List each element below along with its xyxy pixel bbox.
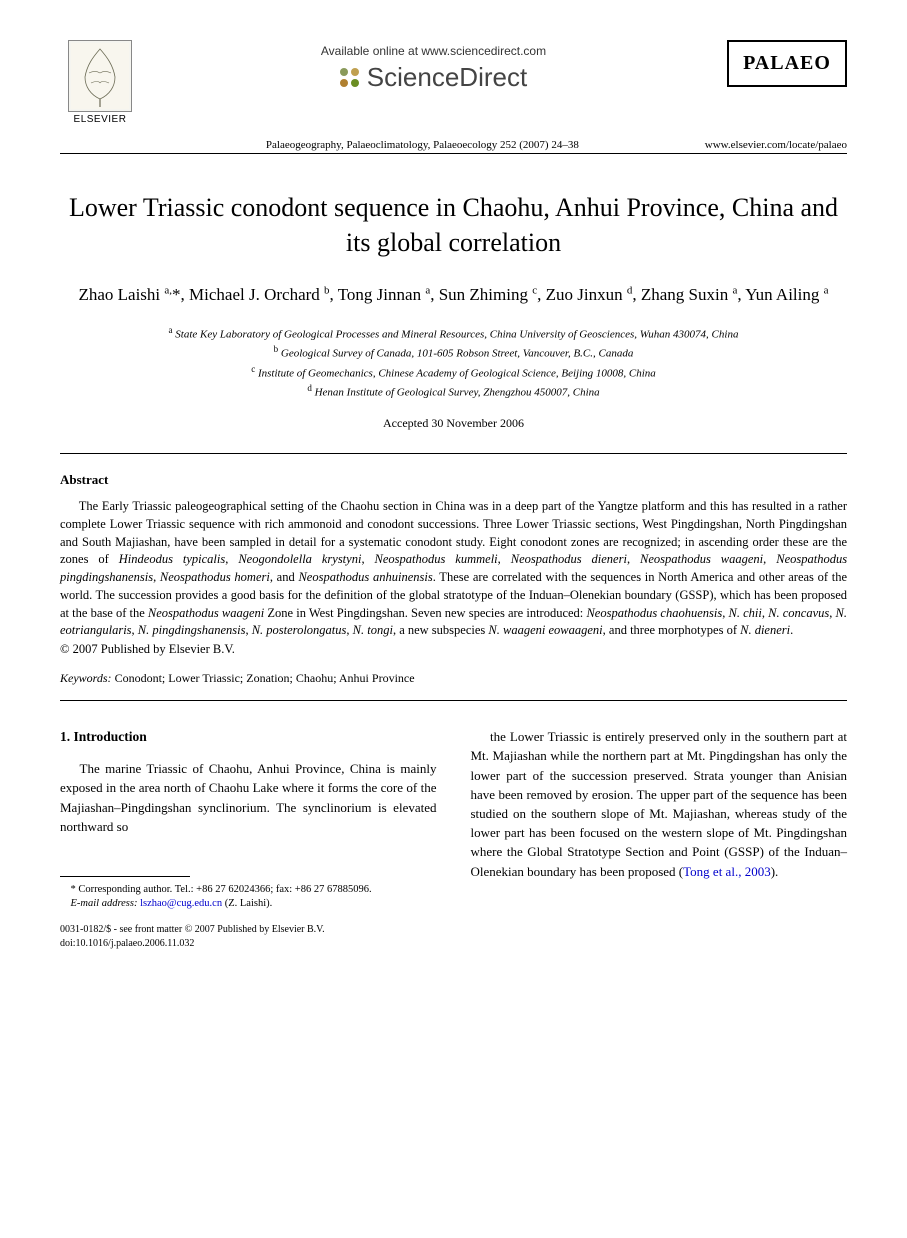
email-attrib: (Z. Laishi).: [225, 898, 273, 909]
email-footnote: E-mail address: lszhao@cug.edu.cn (Z. La…: [60, 897, 437, 911]
abstract-heading: Abstract: [60, 472, 847, 488]
intro-paragraph-right: the Lower Triassic is entirely preserved…: [471, 727, 848, 881]
affiliations: a State Key Laboratory of Geological Pro…: [60, 324, 847, 402]
email-label: E-mail address:: [71, 898, 138, 909]
column-left: 1. Introduction The marine Triassic of C…: [60, 727, 437, 950]
accepted-date: Accepted 30 November 2006: [60, 416, 847, 431]
citation-row: Palaeogeography, Palaeoclimatology, Pala…: [60, 139, 847, 151]
elsevier-logo-block: ELSEVIER: [60, 40, 140, 125]
citation-text: Palaeogeography, Palaeoclimatology, Pala…: [140, 139, 705, 151]
abstract-copyright: © 2007 Published by Elsevier B.V.: [60, 642, 847, 657]
affiliation-c: c Institute of Geomechanics, Chinese Aca…: [60, 363, 847, 383]
keywords-line: Keywords: Conodont; Lower Triassic; Zona…: [60, 671, 847, 686]
journal-badge-title: PALAEO: [739, 52, 835, 75]
affiliation-d: d Henan Institute of Geological Survey, …: [60, 382, 847, 402]
abstract-body: The Early Triassic paleogeographical set…: [60, 498, 847, 640]
header-rule: [60, 153, 847, 154]
available-online-text: Available online at www.sciencedirect.co…: [140, 44, 727, 58]
keywords-values: Conodont; Lower Triassic; Zonation; Chao…: [115, 671, 415, 685]
sciencedirect-dots-icon: [340, 68, 359, 87]
body-columns: 1. Introduction The marine Triassic of C…: [60, 727, 847, 950]
page-header: ELSEVIER Available online at www.science…: [60, 40, 847, 125]
elsevier-tree-icon: [68, 40, 132, 112]
column-right: the Lower Triassic is entirely preserved…: [471, 727, 848, 950]
section-heading-intro: 1. Introduction: [60, 727, 437, 747]
article-title: Lower Triassic conodont sequence in Chao…: [60, 190, 847, 260]
intro-paragraph-left: The marine Triassic of Chaohu, Anhui Pro…: [60, 759, 437, 836]
front-matter-line: 0031-0182/$ - see front matter © 2007 Pu…: [60, 923, 437, 937]
footnote-rule: [60, 876, 190, 877]
affiliation-a: a State Key Laboratory of Geological Pro…: [60, 324, 847, 344]
keywords-label: Keywords:: [60, 671, 112, 685]
center-header: Available online at www.sciencedirect.co…: [140, 40, 727, 93]
corresponding-author-footnote: * Corresponding author. Tel.: +86 27 620…: [60, 883, 437, 897]
sciencedirect-logo: ScienceDirect: [340, 62, 527, 93]
footer-meta: 0031-0182/$ - see front matter © 2007 Pu…: [60, 923, 437, 950]
abstract-top-rule: [60, 453, 847, 454]
journal-badge: PALAEO: [727, 40, 847, 87]
elsevier-label: ELSEVIER: [74, 114, 127, 125]
abstract-bottom-rule: [60, 700, 847, 701]
email-link[interactable]: lszhao@cug.edu.cn: [140, 898, 222, 909]
journal-url[interactable]: www.elsevier.com/locate/palaeo: [705, 139, 847, 151]
sciencedirect-name: ScienceDirect: [367, 62, 527, 93]
authors-line: Zhao Laishi a,*, Michael J. Orchard b, T…: [60, 282, 847, 308]
doi-line: doi:10.1016/j.palaeo.2006.11.032: [60, 937, 437, 951]
affiliation-b: b Geological Survey of Canada, 101-605 R…: [60, 343, 847, 363]
